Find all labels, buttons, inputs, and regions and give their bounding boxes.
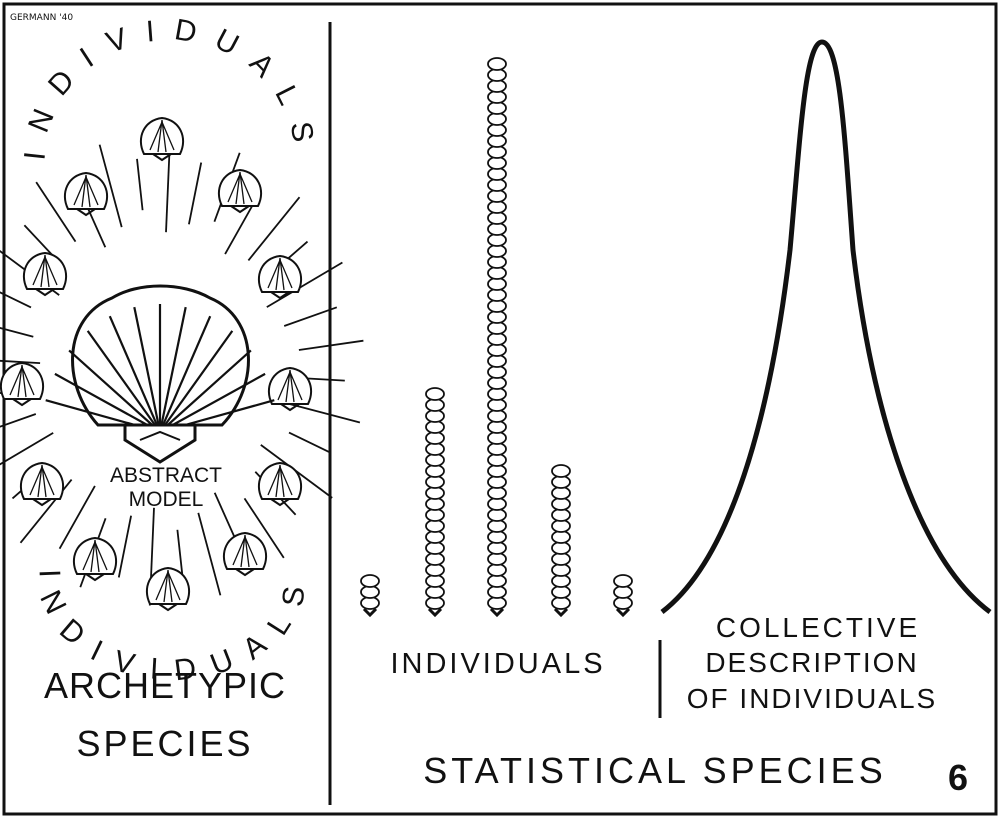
ray-line bbox=[35, 181, 77, 243]
individuals-label: INDIVIDUALS bbox=[390, 648, 605, 680]
shell-rib bbox=[86, 330, 161, 433]
signature: GERMANN '40 bbox=[10, 13, 73, 23]
shell-rib bbox=[54, 372, 161, 433]
individual-stacks bbox=[360, 57, 633, 618]
ray-line bbox=[197, 512, 222, 596]
individual-stack bbox=[425, 387, 445, 618]
shell-individual-icon bbox=[613, 574, 633, 588]
ray-line bbox=[0, 291, 32, 309]
shell-rib bbox=[108, 315, 162, 433]
figure-number: 6 bbox=[948, 757, 968, 798]
shell-individual-icon bbox=[425, 387, 445, 401]
ray-line bbox=[0, 432, 54, 466]
shell-hinge-icon bbox=[553, 607, 569, 618]
scallop-shell-icon bbox=[0, 362, 45, 406]
individual-stack bbox=[487, 57, 507, 618]
shell-individual-icon bbox=[360, 574, 380, 588]
scallop-shell-icon bbox=[257, 255, 303, 299]
ray-line bbox=[117, 515, 132, 578]
shell-hinge-icon bbox=[362, 607, 378, 618]
scallop-shell-icon bbox=[19, 462, 65, 506]
scallop-shell-icon bbox=[267, 367, 313, 411]
scallop-shell-icon bbox=[222, 532, 268, 576]
scallop-shell-icon bbox=[72, 537, 118, 581]
shell-individual-icon bbox=[487, 57, 507, 71]
ray-line bbox=[298, 339, 364, 351]
individual-stack bbox=[360, 574, 380, 618]
shell-rib bbox=[158, 315, 212, 433]
ray-line bbox=[98, 144, 123, 228]
ray-line bbox=[136, 158, 144, 211]
archetypic-title-line2: SPECIES bbox=[76, 723, 253, 764]
shell-rib bbox=[68, 349, 161, 433]
individual-stack bbox=[613, 574, 633, 618]
scallop-shell-icon bbox=[22, 252, 68, 296]
scallop-shell-icon bbox=[257, 462, 303, 506]
ray-line bbox=[288, 431, 331, 454]
abstract-model-shell-icon bbox=[45, 284, 275, 464]
scallop-shell-icon bbox=[217, 169, 263, 213]
ray-line bbox=[283, 306, 338, 327]
statistical-species-title: STATISTICAL SPECIES bbox=[423, 750, 886, 791]
scallop-shell-icon bbox=[145, 567, 191, 611]
scallop-shell-icon bbox=[63, 172, 109, 216]
left-panel: INDIVIDUALS INDIVIDUALS ABSTRACT MODEL A… bbox=[0, 13, 364, 764]
abstract-label-line2: MODEL bbox=[129, 488, 204, 511]
archetypic-title-line1: ARCHETYPIC bbox=[44, 665, 286, 706]
abstract-label-line1: ABSTRACT bbox=[110, 464, 222, 487]
right-panel: INDIVIDUALS COLLECTIVE DESCRIPTION OF IN… bbox=[360, 39, 992, 798]
shell-hinge-icon bbox=[489, 607, 505, 618]
ray-line bbox=[247, 196, 301, 261]
shell-hinge-icon bbox=[427, 607, 443, 618]
ray-line bbox=[188, 162, 203, 225]
scallop-shell-icon bbox=[139, 117, 185, 161]
ray-line bbox=[0, 413, 37, 428]
shell-rib bbox=[159, 372, 266, 433]
collective-label-line3: OF INDIVIDUALS bbox=[687, 683, 937, 714]
shell-individual-icon bbox=[551, 464, 571, 478]
shell-rib bbox=[159, 330, 234, 433]
ray-line bbox=[176, 529, 184, 582]
ray-line bbox=[58, 485, 96, 550]
collective-distribution-curve bbox=[660, 39, 992, 615]
ray-line bbox=[286, 402, 361, 424]
ray-line bbox=[0, 359, 41, 364]
ray-line bbox=[0, 327, 34, 338]
ray-line bbox=[266, 261, 343, 308]
collective-label-line1: COLLECTIVE bbox=[716, 612, 920, 643]
shell-rib bbox=[159, 349, 252, 433]
shell-rib bbox=[133, 306, 162, 433]
shell-rib bbox=[158, 306, 187, 433]
ray-line bbox=[243, 497, 285, 559]
shell-hinge-icon bbox=[615, 607, 631, 618]
individual-stack bbox=[551, 464, 571, 618]
collective-label-line2: DESCRIPTION bbox=[705, 647, 918, 678]
